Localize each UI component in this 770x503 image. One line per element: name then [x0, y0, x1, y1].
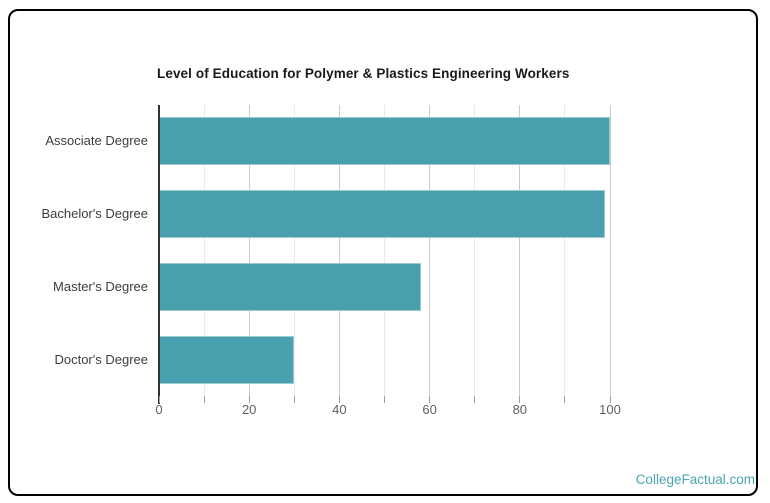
major-gridline	[338, 105, 340, 396]
axis-tick	[338, 396, 340, 403]
axis-tick	[384, 396, 385, 403]
chart-frame	[8, 9, 758, 496]
plot-area	[159, 105, 611, 396]
category-label: Bachelor's Degree	[41, 206, 148, 222]
axis-tick	[519, 396, 521, 403]
axis-tick	[609, 396, 611, 403]
minor-gridline	[293, 105, 295, 396]
major-gridline	[429, 105, 431, 396]
bar-associate-degree	[159, 117, 610, 166]
minor-gridline	[564, 105, 566, 396]
x-tick-label: 20	[241, 402, 257, 417]
axis-tick	[158, 396, 160, 403]
category-label: Associate Degree	[45, 133, 148, 149]
bar-master-s-degree	[159, 262, 421, 311]
x-tick-label: 100	[599, 402, 621, 417]
x-tick-label: 0	[155, 402, 163, 417]
major-gridline	[519, 105, 521, 396]
watermark-collegefactual: CollegeFactual.com	[635, 472, 755, 487]
axis-tick	[429, 396, 431, 403]
category-label: Master's Degree	[53, 278, 148, 294]
minor-gridline	[203, 105, 205, 396]
axis-tick	[474, 396, 476, 403]
major-gridline	[609, 105, 611, 396]
axis-tick	[248, 396, 250, 403]
axis-tick	[203, 396, 205, 403]
chart-title: Level of Education for Polymer & Plastic…	[157, 66, 570, 81]
minor-gridline	[384, 105, 385, 396]
x-tick-label: 40	[332, 402, 347, 417]
x-tick-label: 60	[422, 402, 437, 417]
axis-tick	[293, 396, 295, 403]
x-tick-label: 80	[512, 402, 528, 417]
major-gridline	[248, 105, 250, 396]
bar-bachelor-s-degree	[159, 190, 606, 239]
minor-gridline	[474, 105, 476, 396]
axis-tick	[564, 396, 566, 403]
y-axis-line	[158, 105, 160, 404]
bar-doctor-s-degree	[159, 335, 295, 384]
category-label: Doctor's Degree	[54, 351, 148, 367]
